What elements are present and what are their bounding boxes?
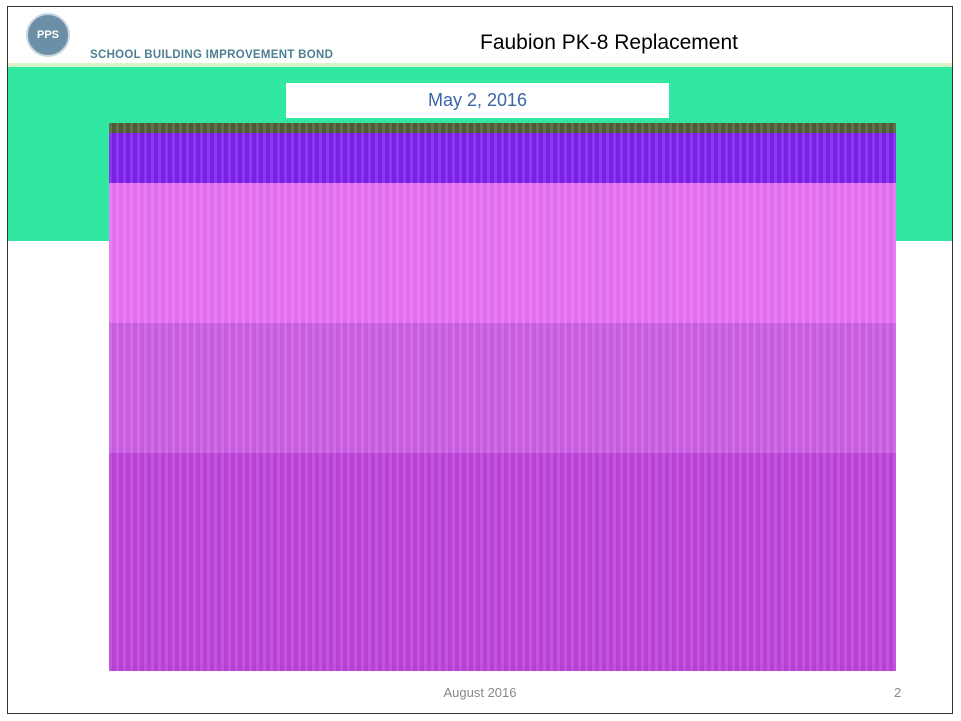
banner-text: SCHOOL BUILDING IMPROVEMENT BOND (90, 49, 333, 61)
page-number: 2 (894, 685, 901, 700)
slide-title: Faubion PK-8 Replacement (480, 31, 738, 55)
logo: PPS (26, 13, 70, 57)
band-line (8, 63, 952, 67)
photo (109, 123, 896, 671)
slide: PPS SCHOOL BUILDING IMPROVEMENT BOND Fau… (7, 6, 953, 714)
footer-text: August 2016 (8, 685, 952, 700)
date-box: May 2, 2016 (286, 83, 669, 118)
